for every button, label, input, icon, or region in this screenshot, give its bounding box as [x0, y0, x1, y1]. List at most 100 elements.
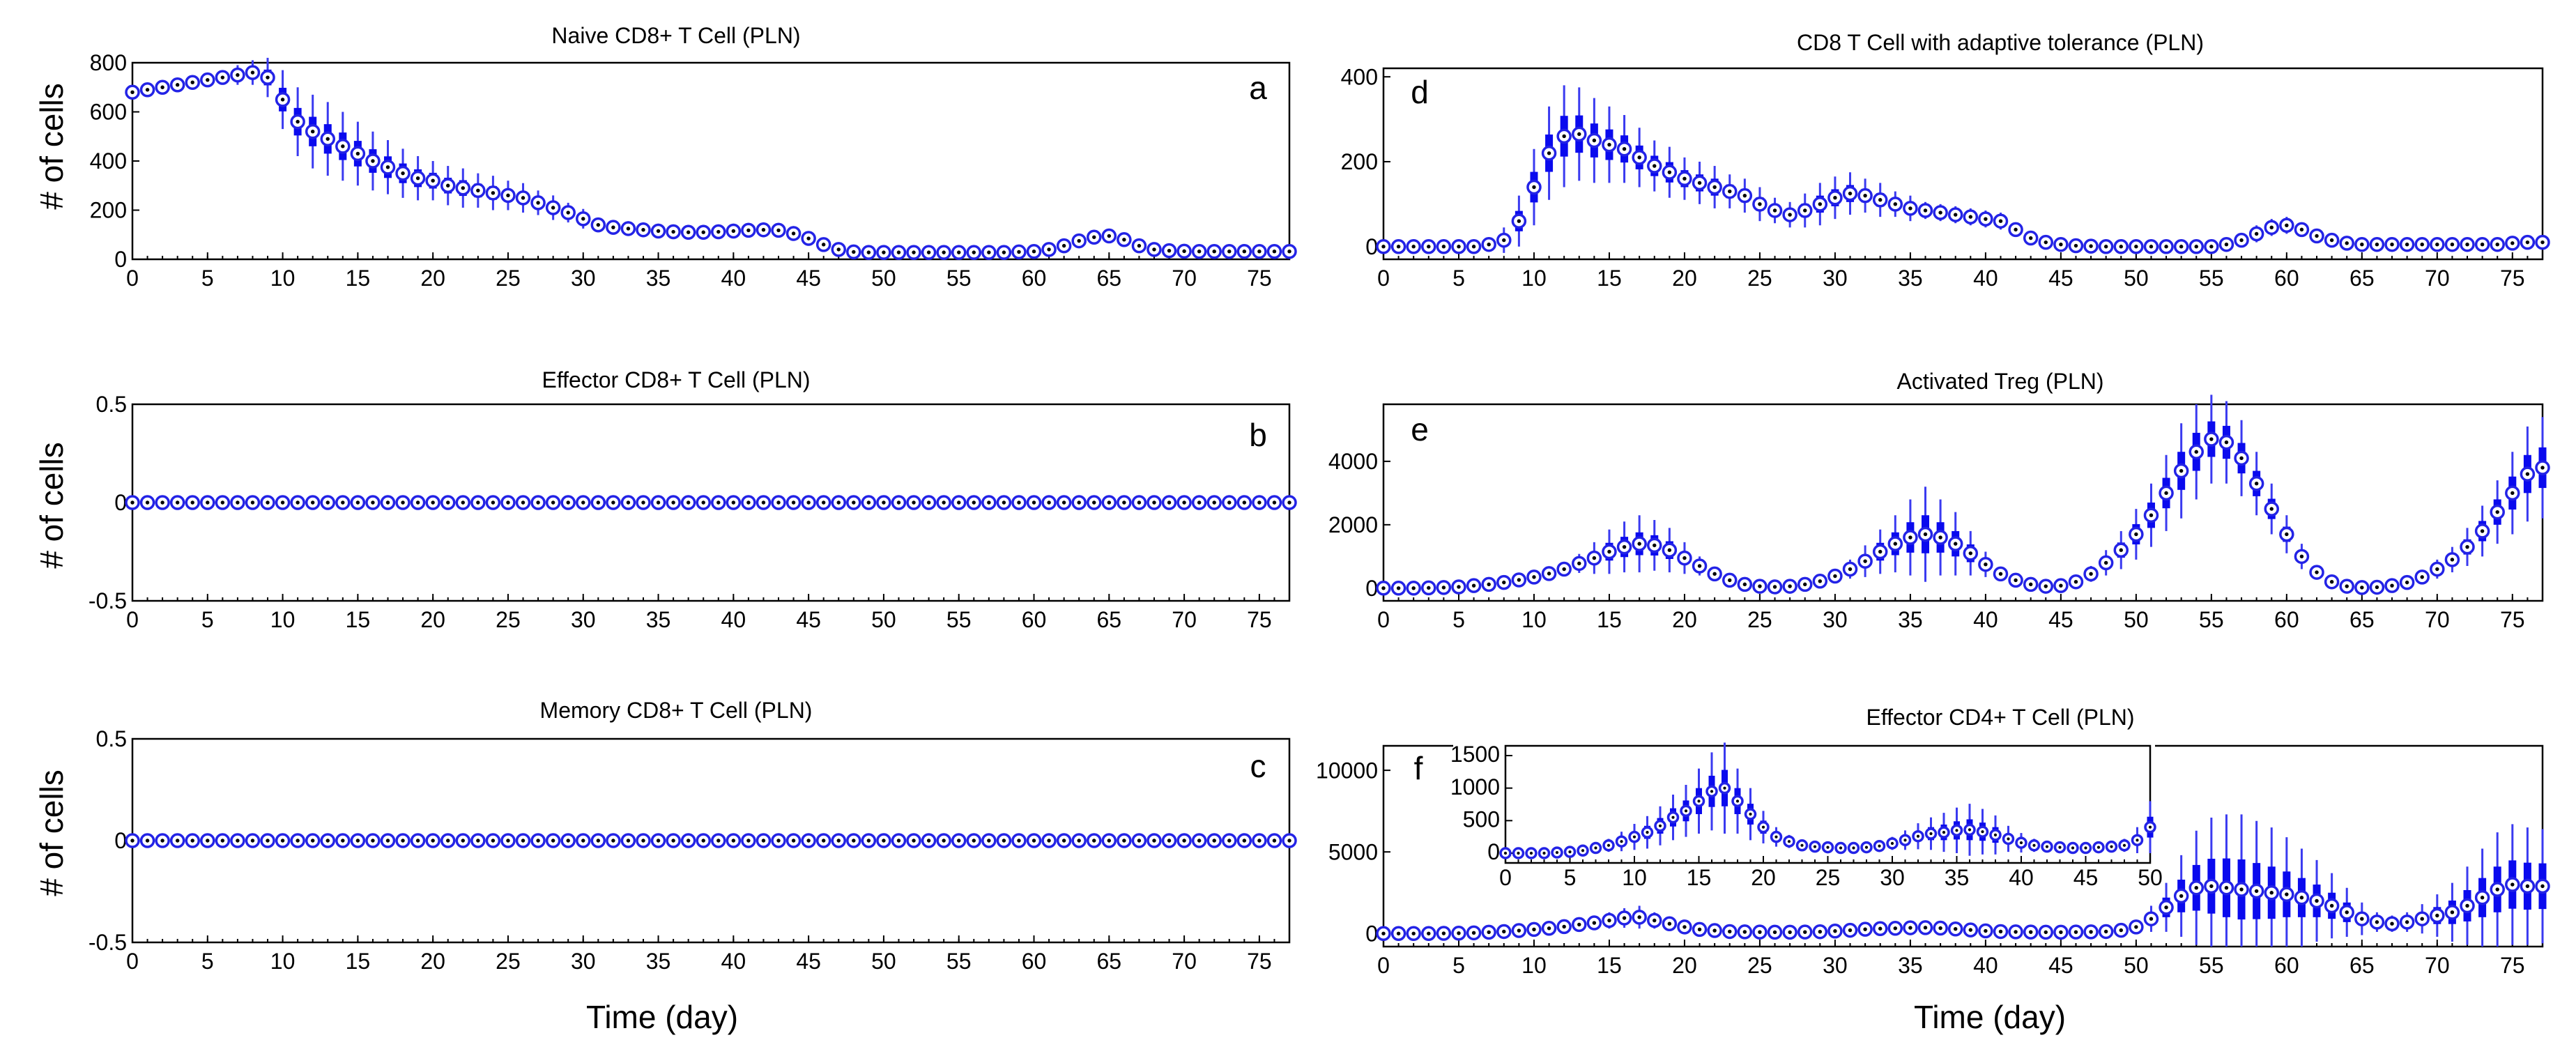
panel-f-median-dot	[1562, 924, 1566, 929]
panel-f-median-dot	[2209, 884, 2214, 889]
panel-a-median-dot	[731, 229, 736, 234]
panel-c-median-dot	[1107, 839, 1111, 843]
panel-b-median-dot	[461, 500, 465, 505]
panel-c-median-dot	[296, 839, 300, 843]
panel-f-y-tick-label: 5000	[1328, 839, 1378, 864]
panel-f-median-dot	[2465, 903, 2469, 908]
panel-c-x-tick-label: 0	[126, 949, 139, 974]
panel-d-median-dot	[2073, 243, 2078, 248]
panel-b-x-tick-label: 55	[946, 607, 972, 632]
panel-b-x-tick-label: 75	[1247, 607, 1272, 632]
panel-c-x-tick-label: 15	[346, 949, 371, 974]
panel-f-median-dot	[2435, 913, 2439, 918]
panel-c-median-dot	[266, 839, 270, 843]
panel-d-median-dot	[1742, 193, 1747, 198]
panel-a-median-dot	[1137, 243, 1142, 248]
panel-b-median-dot	[1107, 500, 1111, 505]
panel-d-median-dot	[1381, 245, 1386, 249]
panel-f-inset-median-dot	[1723, 786, 1726, 790]
panel-f-median-dot	[2044, 930, 2048, 935]
panel-e-median-dot	[2329, 580, 2334, 584]
panel-b-median-dot	[1167, 500, 1172, 505]
panel-c-median-dot	[311, 839, 315, 843]
panel-c-median-dot	[972, 839, 976, 843]
panel-c-x-tick-label: 30	[571, 949, 596, 974]
panel-b-median-dot	[1122, 500, 1126, 505]
panel-e-median-dot	[1532, 575, 1536, 579]
panel-c-median-dot	[1257, 839, 1262, 843]
panel-e-median-dot	[1682, 556, 1687, 560]
panel-d-median-dot	[2315, 234, 2319, 238]
panel-e-median-dot	[1471, 583, 1476, 588]
panel-e-x-tick-label: 5	[1452, 607, 1465, 632]
panel-c-median-dot	[341, 839, 345, 843]
panel-c-median-dot	[882, 839, 886, 843]
panel-a-x-tick-label: 50	[871, 266, 896, 291]
panel-a-median-dot	[220, 75, 225, 79]
panel-f-median-dot	[1772, 930, 1777, 935]
panel-b-median-dot	[401, 500, 405, 505]
panel-e-median-dot	[2299, 554, 2304, 559]
panel-e-median-dot	[1396, 586, 1401, 590]
panel-a-y-tick-label: 600	[90, 100, 127, 125]
panel-b-median-dot	[972, 500, 976, 505]
panel-a-median-dot	[446, 183, 450, 188]
panel-d-median-dot	[1427, 245, 1431, 249]
panel-e-median-dot	[2315, 570, 2319, 574]
panel-c-median-dot	[385, 839, 390, 843]
panel-c-x-tick-label: 65	[1097, 949, 1122, 974]
panel-a-x-tick-label: 55	[946, 266, 972, 291]
panel-d-x-tick-label: 70	[2425, 266, 2450, 291]
panel-b-median-dot	[415, 500, 420, 505]
panel-d-x-tick-label: 5	[1452, 266, 1465, 291]
panel-f-median-dot	[2510, 882, 2515, 887]
panel-a-x-tick-label: 65	[1097, 266, 1122, 291]
panel-e-x-tick-label: 60	[2274, 607, 2299, 632]
panel-f-x-tick-label: 60	[2274, 953, 2299, 978]
panel-f-median-dot	[2194, 886, 2198, 890]
panel-e-title: Activated Treg (PLN)	[1897, 369, 2104, 394]
panel-d-median-dot	[1998, 219, 2003, 223]
panel-f-median-dot	[1532, 927, 1536, 932]
panel-b-median-dot	[1017, 500, 1021, 505]
panel-c-median-dot	[491, 839, 496, 843]
panel-e-x-tick-label: 75	[2500, 607, 2525, 632]
panel-b-median-dot	[1287, 500, 1291, 505]
panel-e-x-tick-label: 10	[1521, 607, 1547, 632]
panel-f-inset-x-tick-label: 20	[1751, 865, 1776, 890]
panel-e-median-dot	[1908, 535, 1912, 540]
panel-d-median-dot	[1532, 185, 1536, 190]
panel-c-median-dot	[355, 839, 360, 843]
panel-c-median-dot	[957, 839, 961, 843]
panel-e-median-dot	[2073, 580, 2078, 584]
panel-f-median-dot	[1471, 931, 1476, 935]
panel-d-median-dot	[2224, 242, 2229, 247]
panel-f-median-dot	[2179, 894, 2184, 898]
panel-a-median-dot	[551, 206, 555, 210]
panel-b-median-dot	[385, 500, 390, 505]
panel-f-inset-median-dot	[1955, 829, 1958, 832]
panel-d-plot-frame	[1382, 67, 2544, 261]
panel-e-x-tick-label: 55	[2199, 607, 2224, 632]
panel-f-median-dot	[1742, 930, 1747, 934]
panel-d-median-dot	[1396, 245, 1401, 249]
panel-f-inset-x-tick-label: 30	[1880, 865, 1905, 890]
panel-d-median-dot	[2299, 227, 2304, 232]
panel-b-median-dot	[1047, 500, 1051, 505]
panel-b-x-tick-label: 40	[721, 607, 746, 632]
panel-b-median-dot	[896, 500, 901, 505]
panel-b-median-dot	[476, 500, 480, 505]
panel-c-median-dot	[220, 839, 225, 843]
panel-f-inset-median-dot	[1517, 851, 1520, 855]
panel-c-median-dot	[401, 839, 405, 843]
panel-d-median-dot	[1697, 181, 1702, 185]
panel-d-median-dot	[2329, 238, 2334, 243]
panel-b-median-dot	[145, 500, 150, 505]
panel-e-median-dot	[1487, 582, 1491, 587]
panel-c-median-dot	[1122, 839, 1126, 843]
panel-a-median-dot	[896, 250, 901, 254]
panel-d-median-dot	[2480, 242, 2485, 247]
panel-f-inset-median-dot	[1632, 835, 1636, 839]
panel-a-median-dot	[972, 250, 976, 254]
